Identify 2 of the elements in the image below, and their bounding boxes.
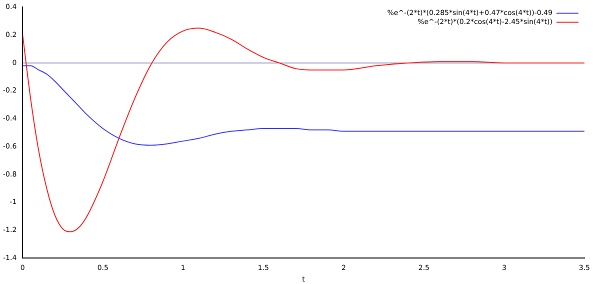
line-series (22, 28, 584, 232)
line-series (22, 65, 584, 146)
